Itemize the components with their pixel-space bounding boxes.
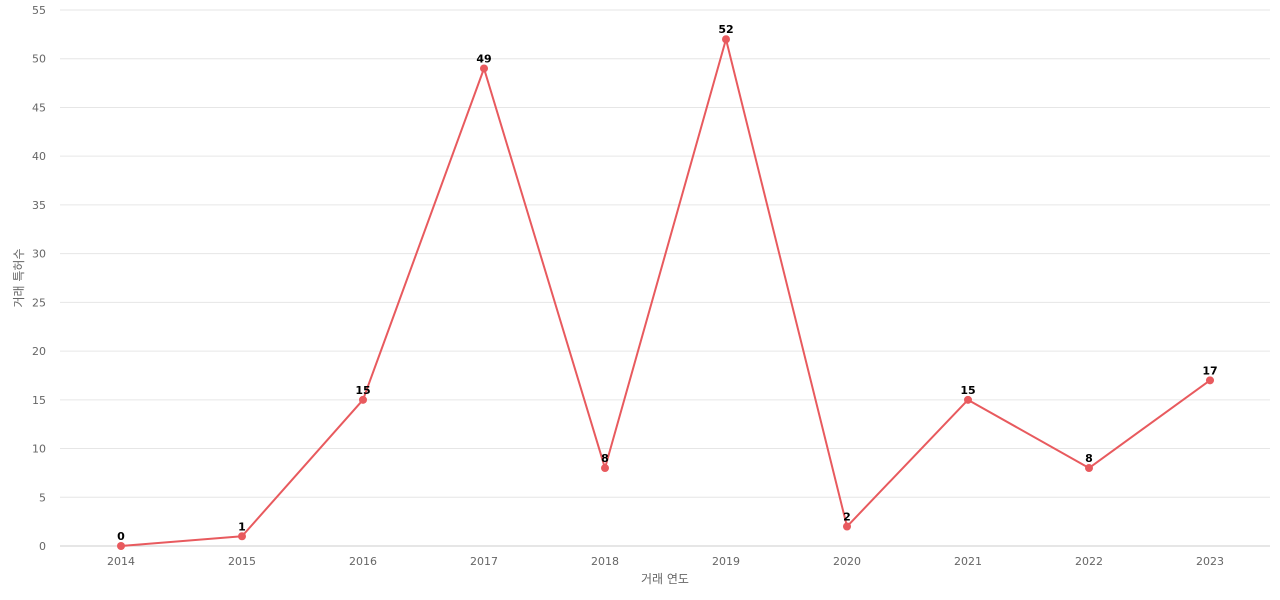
y-axis-ticks: 0 5 10 15 20 25 30 35 40 45 50 55 [32, 4, 46, 553]
x-axis-title: 거래 연도 [641, 572, 689, 586]
y-axis-title: 거래 특허수 [12, 248, 26, 307]
y-tick-label: 55 [32, 4, 46, 17]
data-point[interactable] [238, 532, 246, 541]
data-labels: 0 1 15 49 8 52 2 15 8 17 [117, 23, 1217, 543]
data-point[interactable] [964, 395, 972, 404]
y-tick-label: 10 [32, 443, 46, 456]
data-label: 2 [843, 511, 851, 524]
data-label: 1 [238, 520, 246, 533]
x-tick-label: 2017 [470, 555, 498, 568]
data-label: 8 [1085, 452, 1093, 465]
y-tick-label: 30 [32, 248, 46, 261]
data-label: 8 [601, 452, 609, 465]
x-axis-ticks: 2014 2015 2016 2017 2018 2019 2020 2021 2022 2023 [107, 555, 1224, 568]
y-tick-label: 15 [32, 394, 46, 407]
y-tick-label: 5 [39, 491, 46, 504]
data-point[interactable] [601, 464, 609, 473]
data-label: 15 [960, 384, 975, 397]
x-tick-label: 2022 [1075, 555, 1103, 568]
x-tick-label: 2018 [591, 555, 619, 568]
y-tick-label: 25 [32, 296, 46, 309]
x-tick-label: 2014 [107, 555, 135, 568]
x-tick-label: 2016 [349, 555, 377, 568]
series-line [120, 38, 1211, 547]
data-label: 17 [1202, 364, 1217, 377]
data-point[interactable] [722, 35, 730, 44]
series-group [117, 35, 1214, 550]
y-tick-label: 45 [32, 101, 46, 114]
x-tick-label: 2015 [228, 555, 256, 568]
y-tick-label: 50 [32, 53, 46, 66]
x-tick-label: 2019 [712, 555, 740, 568]
data-point[interactable] [359, 395, 367, 404]
data-point[interactable] [1085, 464, 1093, 473]
data-label: 52 [718, 23, 733, 36]
data-label: 49 [476, 52, 491, 65]
data-point[interactable] [480, 64, 488, 73]
y-tick-label: 40 [32, 150, 46, 163]
y-tick-label: 0 [39, 540, 46, 553]
y-tick-label: 20 [32, 345, 46, 358]
data-point[interactable] [117, 542, 125, 550]
y-tick-label: 35 [32, 199, 46, 212]
grid-lines [60, 9, 1270, 547]
x-tick-label: 2023 [1196, 555, 1224, 568]
data-label: 0 [117, 530, 125, 543]
data-point[interactable] [1206, 376, 1214, 385]
data-point[interactable] [843, 522, 851, 531]
data-label: 15 [355, 384, 370, 397]
x-tick-label: 2021 [954, 555, 982, 568]
x-tick-label: 2020 [833, 555, 861, 568]
